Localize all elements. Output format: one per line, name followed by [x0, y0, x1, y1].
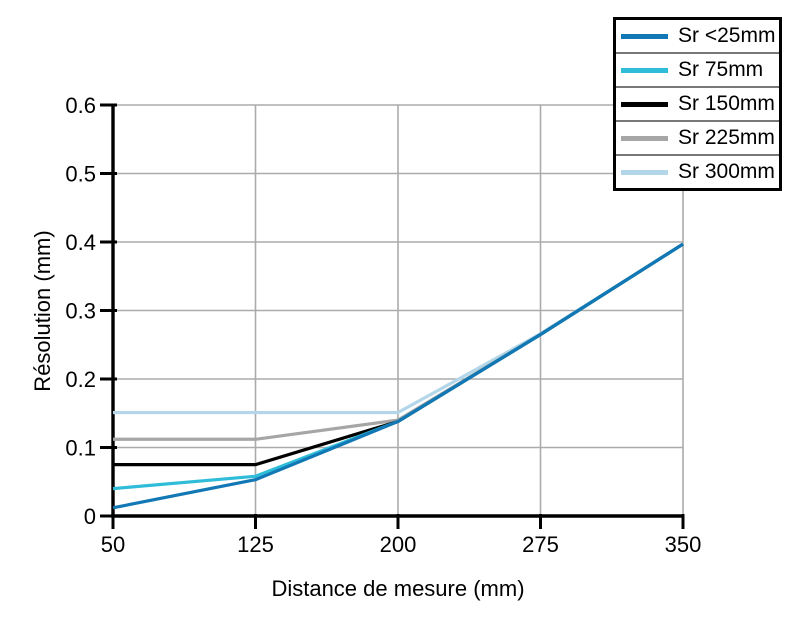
legend-label-sr-300mm: Sr 300mm: [678, 160, 775, 183]
series-line-sr-25mm: [112, 242, 684, 510]
y-axis-title: Résolution (mm): [30, 230, 55, 391]
legend-swatch-sr-300mm: [621, 169, 668, 175]
legend-item-sr-25mm: Sr <25mm: [616, 20, 779, 52]
axis-ticks: [100, 103, 685, 529]
tick-labels: 0 0.1 0.2 0.3 0.4 0.5 0.6 50 125 200 275 350: [65, 93, 701, 557]
y-tick-label-0: 0: [84, 504, 96, 529]
y-tick-label-0.3: 0.3: [65, 299, 96, 324]
x-tick-label-275: 275: [522, 532, 559, 557]
x-tick-label-50: 50: [101, 532, 125, 557]
legend-item-sr-300mm: Sr 300mm: [616, 154, 779, 188]
x-tick-label-350: 350: [665, 532, 702, 557]
y-tick-label-0.4: 0.4: [65, 230, 96, 255]
legend-swatch-sr-150mm: [621, 101, 668, 107]
x-axis-title: Distance de mesure (mm): [271, 576, 524, 601]
legend-label-sr-150mm: Sr 150mm: [678, 92, 775, 115]
legend-swatch-sr-25mm: [621, 33, 668, 39]
legend-swatch-sr-225mm: [621, 135, 668, 141]
legend-item-sr-75mm: Sr 75mm: [616, 52, 779, 86]
legend-swatch-sr-75mm: [621, 67, 668, 73]
y-tick-label-0.2: 0.2: [65, 367, 96, 392]
legend-label-sr-75mm: Sr 75mm: [678, 58, 764, 81]
gridlines: [113, 104, 684, 516]
legend-label-sr-225mm: Sr 225mm: [678, 126, 775, 149]
series-lines: [112, 242, 684, 510]
legend-label-sr-25mm: Sr <25mm: [678, 24, 776, 47]
y-tick-label-0.6: 0.6: [65, 93, 96, 118]
x-tick-label-200: 200: [380, 532, 417, 557]
legend-item-sr-225mm: Sr 225mm: [616, 120, 779, 154]
y-tick-label-0.5: 0.5: [65, 162, 96, 187]
y-tick-label-0.1: 0.1: [65, 436, 96, 461]
x-tick-label-125: 125: [237, 532, 274, 557]
legend-item-sr-150mm: Sr 150mm: [616, 86, 779, 120]
legend: Sr <25mm Sr 75mm Sr 150mm Sr 225mm Sr 300mm: [613, 17, 782, 191]
